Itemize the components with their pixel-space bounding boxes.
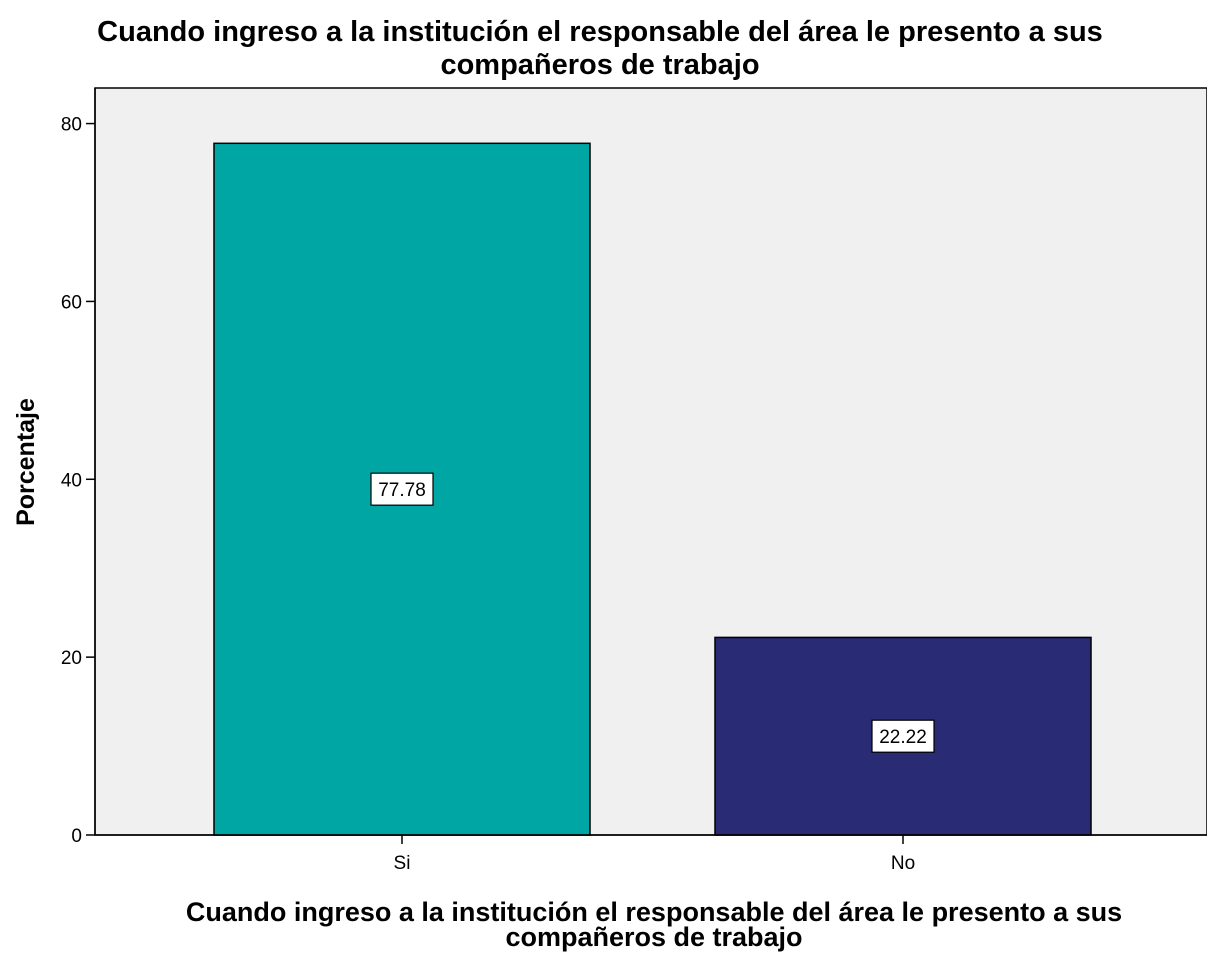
y-axis-label: Porcentaje xyxy=(12,398,40,526)
data-label: 22.22 xyxy=(879,727,927,748)
x-axis-label-line-2: compañeros de trabajo xyxy=(505,922,802,952)
y-tick-label: 80 xyxy=(61,115,82,136)
data-labels-group: 77.78 22.22 xyxy=(370,472,935,753)
y-tick-label: 40 xyxy=(61,470,82,491)
y-tick-label: 60 xyxy=(61,292,82,313)
x-axis-label-line-1: Cuando ingreso a la institución el respo… xyxy=(186,897,1122,927)
x-tick-label: Si xyxy=(394,853,411,874)
data-label-box xyxy=(370,472,434,506)
x-tick-label: No xyxy=(891,853,915,874)
x-ticks-group: Si No xyxy=(394,835,915,874)
chart-title-line-1: Cuando ingreso a la institución el respo… xyxy=(97,16,1103,48)
data-label: 77.78 xyxy=(378,480,426,501)
y-tick-label: 0 xyxy=(71,826,82,847)
data-label-box xyxy=(871,719,935,753)
y-ticks-group: 0 20 40 60 80 xyxy=(61,115,95,847)
y-tick-label: 20 xyxy=(61,648,82,669)
chart-title-line-2: compañeros de trabajo xyxy=(440,49,759,81)
